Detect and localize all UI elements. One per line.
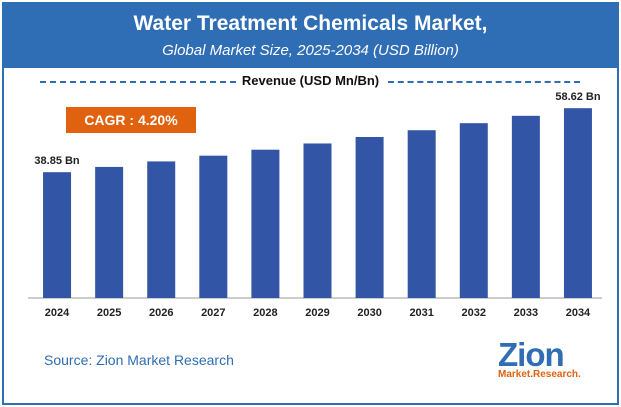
bar-2032 [459,123,488,299]
data-label-first: 38.85 Bn [34,155,80,167]
x-tick-label-2026: 2026 [149,307,173,319]
logo-main-text: Zion [498,336,565,373]
bar-2030 [355,137,384,298]
bar-2025 [95,166,124,298]
bar-2034 [563,108,592,298]
x-tick-label-2032: 2032 [462,307,486,319]
x-tick-label-2031: 2031 [409,307,433,319]
cagr-badge: CAGR : 4.20% [66,107,196,133]
revenue-divider-right [388,81,580,83]
bar-chart: 2024 2025 2026 2027 2028 2029 2030 2031 2032 2033… [28,91,602,319]
chart-header: Water Treatment Chemicals Market, Global… [4,4,617,68]
bar-2027 [199,155,228,298]
bar-2031 [407,130,436,298]
bar-2026 [147,161,176,298]
data-label-last: 58.62 Bn [555,91,601,103]
revenue-label: Revenue (USD Mn/Bn) [241,73,380,88]
x-tick-label-2033: 2033 [514,307,538,319]
x-tick-label-2029: 2029 [305,307,329,319]
logo-sub-text: Market.Research. [498,369,581,380]
chart-title: Water Treatment Chemicals Market, [133,12,488,35]
x-tick-label-2024: 2024 [45,307,70,319]
x-tick-label-2027: 2027 [201,307,225,319]
x-tick-label-2030: 2030 [357,307,381,319]
x-tick-label-2025: 2025 [97,307,121,319]
x-tick-label-2028: 2028 [253,307,277,319]
bar-2029 [303,143,332,298]
bar-2033 [511,115,540,298]
revenue-divider-left [40,81,236,83]
source-text: Source: Zion Market Research [44,352,234,368]
x-tick-label-2034: 2034 [566,307,591,319]
chart-subtitle: Global Market Size, 2025-2034 (USD Billi… [162,42,459,59]
bar-2024 [43,172,72,298]
zion-logo: Zion Market.Research. [498,338,582,384]
bar-2028 [251,149,280,298]
